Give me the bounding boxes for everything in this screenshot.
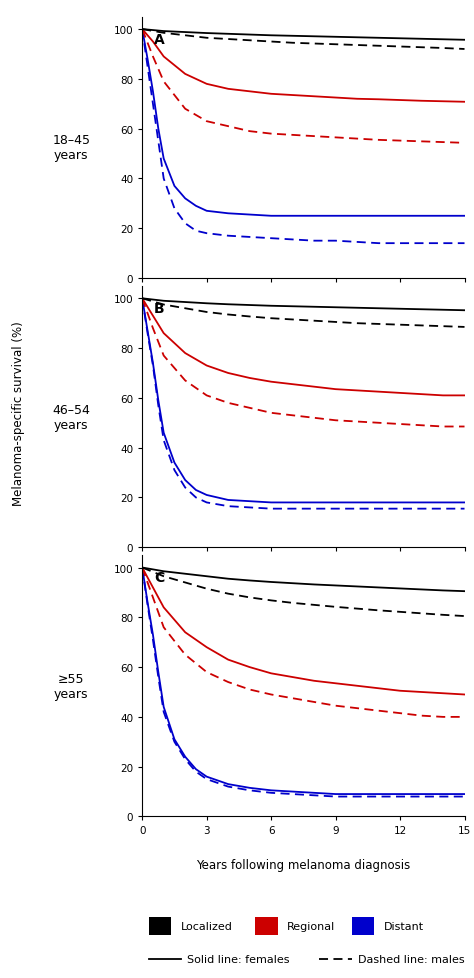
Text: A: A <box>154 32 165 47</box>
Text: Melanoma-specific survival (%): Melanoma-specific survival (%) <box>12 321 26 506</box>
Text: 18–45
years: 18–45 years <box>52 134 90 162</box>
FancyBboxPatch shape <box>352 917 374 935</box>
FancyBboxPatch shape <box>149 917 171 935</box>
Text: Dashed line: males: Dashed line: males <box>358 955 465 964</box>
Text: B: B <box>154 301 164 316</box>
Text: 46–54
years: 46–54 years <box>52 403 90 431</box>
Text: Regional: Regional <box>287 921 336 931</box>
Text: Localized: Localized <box>181 921 233 931</box>
Text: Distant: Distant <box>384 921 424 931</box>
Text: C: C <box>154 570 164 585</box>
Text: Years following melanoma diagnosis: Years following melanoma diagnosis <box>196 858 410 870</box>
Text: Solid line: females: Solid line: females <box>187 955 290 964</box>
Text: ≥55
years: ≥55 years <box>54 672 89 700</box>
FancyBboxPatch shape <box>255 917 278 935</box>
